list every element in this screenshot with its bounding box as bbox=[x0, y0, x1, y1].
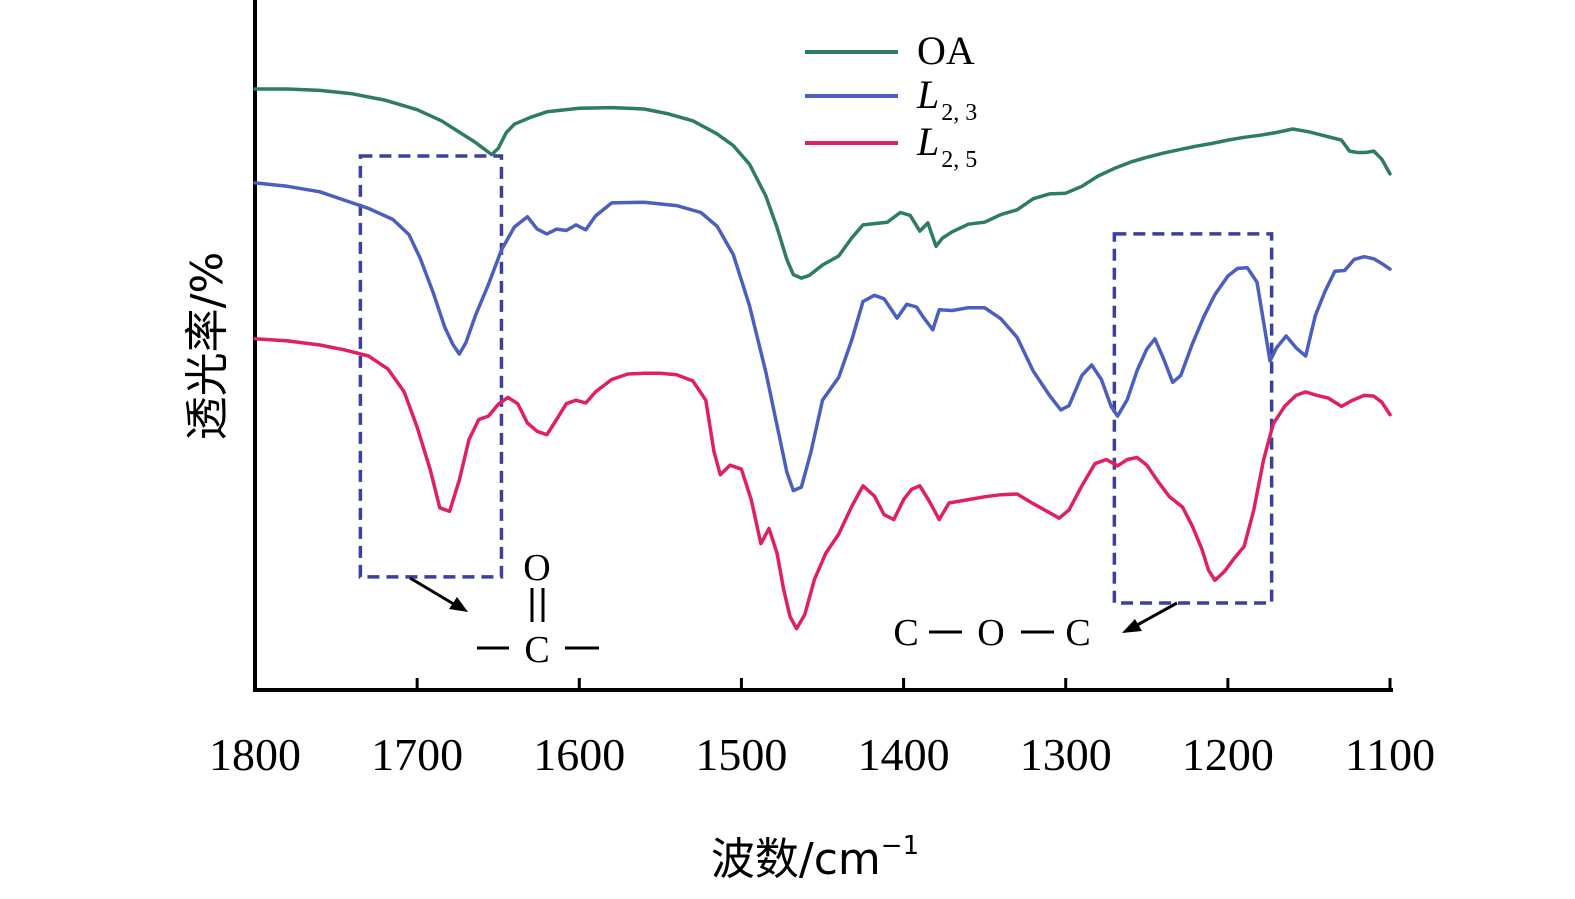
x-tick-label-1300: 1300 bbox=[1020, 729, 1112, 780]
x-axis-label: 波数/cm−1 bbox=[711, 831, 919, 885]
annotation-box-1 bbox=[358, 154, 504, 579]
series-line-1 bbox=[253, 87, 1392, 280]
carbonyl-structure: O C bbox=[477, 547, 599, 671]
carbonyl-c: C bbox=[524, 629, 549, 671]
x-tick-label-1400: 1400 bbox=[858, 729, 950, 780]
annotation-arrows bbox=[409, 576, 1178, 633]
annotation-box-2 bbox=[1112, 232, 1274, 605]
x-tick-label-1500: 1500 bbox=[695, 729, 787, 780]
arrow-carbonyl-head bbox=[449, 597, 468, 612]
x-tick-label-1100: 1100 bbox=[1345, 729, 1435, 780]
ether-structure: C O C bbox=[893, 612, 1090, 654]
legend-label-oa: OA bbox=[917, 28, 975, 73]
arrow-ether-head bbox=[1122, 619, 1142, 633]
series-line-3 bbox=[253, 337, 1392, 631]
x-tick-label-1800: 1800 bbox=[209, 729, 301, 780]
annotation-boxes bbox=[358, 154, 1274, 605]
series-lines bbox=[253, 87, 1392, 631]
x-tick-labels: 1800 1700 1600 1500 1400 1300 1200 1100 bbox=[209, 729, 1435, 780]
x-tick-label-1600: 1600 bbox=[533, 729, 625, 780]
x-ticks bbox=[253, 678, 1392, 690]
ether-c2: C bbox=[1065, 612, 1090, 654]
legend-label-l25: L2, 5 bbox=[916, 119, 977, 173]
ether-o: O bbox=[977, 612, 1004, 654]
series-line-2 bbox=[253, 181, 1392, 493]
legend: OA L2, 3 L2, 5 bbox=[805, 28, 977, 173]
x-tick-label-1200: 1200 bbox=[1182, 729, 1274, 780]
y-axis-label: 透光率/% bbox=[182, 252, 233, 441]
ether-c1: C bbox=[893, 612, 918, 654]
carbonyl-o: O bbox=[523, 547, 550, 589]
legend-label-l23: L2, 3 bbox=[916, 72, 977, 126]
x-tick-label-1700: 1700 bbox=[371, 729, 463, 780]
